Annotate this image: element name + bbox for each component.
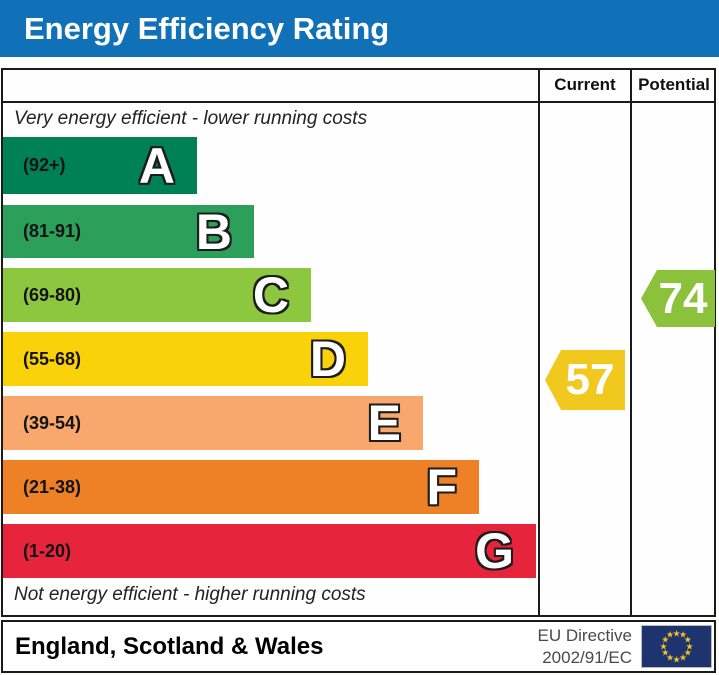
eu-flag-star: ★ bbox=[685, 641, 694, 651]
current-rating-arrow: 57 bbox=[545, 350, 625, 410]
potential-column-header: Potential bbox=[638, 74, 710, 94]
eu-flag-star: ★ bbox=[661, 647, 670, 658]
band-c-letter: C bbox=[252, 267, 289, 323]
footer-region-label: England, Scotland & Wales bbox=[15, 632, 324, 660]
eu-flag-star: ★ bbox=[659, 641, 668, 651]
band-e: (39-54) E bbox=[3, 396, 423, 450]
band-f: (21-38) F bbox=[3, 460, 479, 514]
current-rating-value: 57 bbox=[565, 355, 615, 404]
band-g-range: (1-20) bbox=[23, 540, 72, 561]
eu-flag-star: ★ bbox=[665, 652, 675, 663]
eu-directive-line1: EU Directive bbox=[537, 626, 632, 646]
eu-flag-star: ★ bbox=[672, 628, 681, 638]
band-d: (55-68) D bbox=[3, 332, 368, 386]
band-b-letter: B bbox=[195, 203, 232, 260]
band-a: (92+) A bbox=[3, 137, 197, 194]
current-column-divider bbox=[538, 68, 540, 617]
title-bar: Energy Efficiency Rating bbox=[0, 0, 719, 57]
band-e-range: (39-54) bbox=[23, 412, 82, 433]
eu-flag-star: ★ bbox=[661, 634, 670, 645]
band-a-range: (92+) bbox=[23, 155, 66, 175]
band-b: (81-91) B bbox=[3, 205, 254, 258]
eu-directive-line2: 2002/91/EC bbox=[542, 647, 632, 667]
eu-flag-icon: ★ ★ ★ ★ ★ ★ ★ ★ ★ ★ ★ ★ bbox=[642, 626, 711, 667]
top-note: Very energy efficient - lower running co… bbox=[14, 108, 368, 129]
potential-rating-arrow: 74 bbox=[641, 270, 715, 327]
band-g-letter: G bbox=[475, 523, 514, 579]
potential-column-divider bbox=[630, 68, 632, 617]
band-g: (1-20) G bbox=[3, 524, 536, 578]
current-column-header: Current bbox=[554, 74, 616, 94]
eu-flag-star: ★ bbox=[678, 652, 688, 663]
band-d-letter: D bbox=[309, 331, 346, 387]
band-e-letter: E bbox=[367, 395, 401, 451]
footer: England, Scotland & Wales EU Directive 2… bbox=[1, 620, 716, 673]
potential-rating-value: 74 bbox=[658, 273, 708, 323]
band-c-range: (69-80) bbox=[23, 284, 82, 305]
eu-directive-label: EU Directive 2002/91/EC bbox=[538, 622, 632, 671]
band-a-letter: A bbox=[138, 137, 175, 194]
page-title: Energy Efficiency Rating bbox=[24, 10, 390, 46]
eu-flag-star: ★ bbox=[683, 634, 692, 645]
band-b-range: (81-91) bbox=[23, 221, 82, 241]
eu-flag-star: ★ bbox=[665, 629, 675, 640]
bottom-note: Not energy efficient - higher running co… bbox=[14, 584, 366, 605]
band-f-range: (21-38) bbox=[23, 476, 82, 497]
header-row-divider bbox=[1, 101, 716, 103]
eu-flag-star: ★ bbox=[672, 654, 681, 664]
eu-flag-star: ★ bbox=[683, 647, 692, 658]
band-c: (69-80) C bbox=[3, 268, 311, 322]
band-d-range: (55-68) bbox=[23, 348, 82, 369]
eu-flag-star: ★ bbox=[678, 629, 688, 640]
band-f-letter: F bbox=[426, 459, 457, 515]
